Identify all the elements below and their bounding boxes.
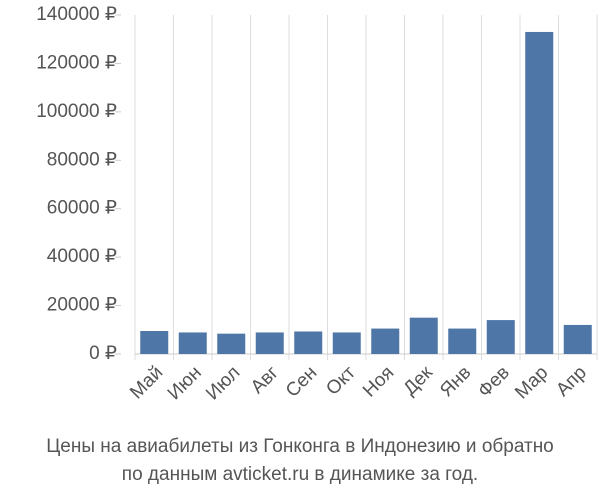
x-tick-label: Янв [436, 362, 475, 401]
bar [525, 31, 554, 354]
x-tick-label: Май [126, 362, 167, 403]
x-tick-label: Окт [322, 362, 360, 400]
x-tick-label: Ноя [359, 362, 398, 401]
x-tick-label: Фев [474, 362, 514, 402]
y-tick-label: 20000 ₽ [47, 295, 117, 316]
y-tick-label: 100000 ₽ [36, 101, 117, 122]
x-tick-label: Дек [400, 362, 438, 400]
bar [140, 330, 169, 354]
y-tick-label: 120000 ₽ [36, 52, 117, 73]
bar [294, 331, 323, 354]
x-tick-label: Авг [247, 362, 283, 398]
bar [409, 317, 438, 354]
y-tick-label: 80000 ₽ [47, 149, 117, 170]
bar [217, 333, 246, 354]
x-tick-label: Мар [511, 362, 552, 403]
bar [178, 332, 207, 354]
y-tick-label: 40000 ₽ [47, 246, 117, 267]
bar [332, 332, 361, 354]
bar [371, 328, 400, 354]
x-tick-label: Апр [552, 362, 591, 401]
x-tick-label: Сен [282, 362, 321, 401]
chart-title: Цены на авиабилеты из Гонконга в Индонез… [46, 436, 554, 457]
x-tick-label: Июл [202, 362, 244, 404]
chart-title: по данным avticket.ru в динамике за год. [122, 464, 478, 485]
x-tick-label: Июн [164, 362, 206, 404]
y-tick-label: 60000 ₽ [47, 198, 117, 219]
bar [255, 332, 284, 354]
y-tick-label: 140000 ₽ [36, 4, 117, 25]
bar [486, 320, 515, 354]
bar [563, 324, 592, 354]
y-tick-label: 0 ₽ [89, 343, 117, 364]
bar [448, 328, 477, 354]
